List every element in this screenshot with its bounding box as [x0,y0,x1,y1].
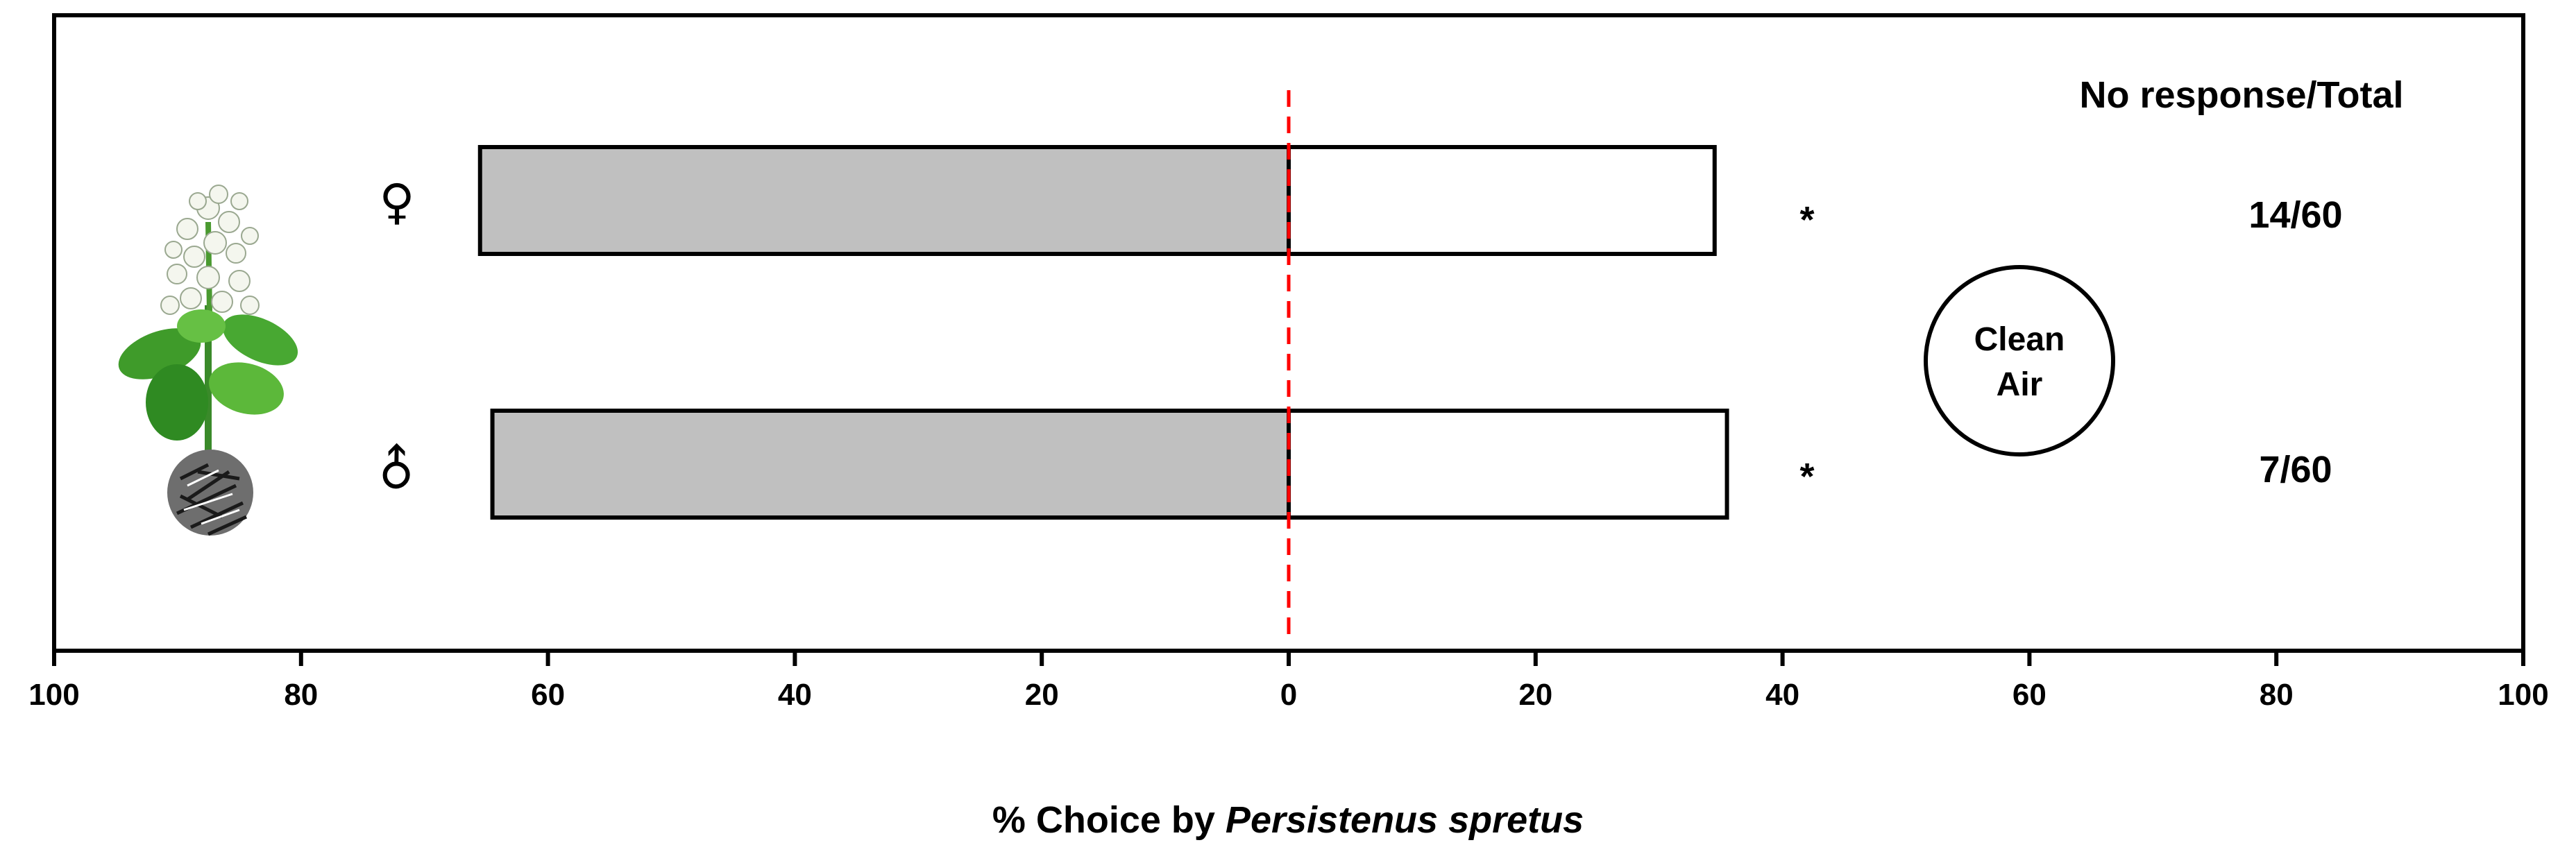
x-tick-label: 80 [284,678,318,712]
x-tick-label: 80 [2260,678,2294,712]
no-response-value: 7/60 [2259,449,2332,490]
x-tick-label: 60 [531,678,565,712]
x-tick-label: 0 [1280,678,1297,712]
x-tick-label: 20 [1025,678,1059,712]
flowering-plant-icon [118,185,298,536]
x-axis-title-prefix: % Choice by [992,799,1226,841]
clean-air-circle [1924,265,2115,456]
x-axis-title: % Choice by Persistenus spretus [992,799,1584,841]
significance-marker: * [1799,456,1814,497]
bar-right [1287,409,1729,520]
bar-left [477,145,1291,256]
x-tick-label: 20 [1518,678,1552,712]
x-tick-label: 40 [1765,678,1799,712]
x-tick-label: 40 [778,678,812,712]
significance-marker: * [1799,199,1814,241]
no-response-header: No response/Total [2079,74,2403,116]
bar-right [1287,145,1717,256]
male-symbol: ♂ [361,434,432,504]
clean-air-label-line1: Clean [1974,321,2065,358]
clean-air-label-line2: Air [1997,366,2043,403]
bar-left [490,409,1291,520]
x-tick-label: 100 [28,678,79,712]
x-axis-title-species: Persistenus spretus [1226,799,1584,841]
x-tick-label: 60 [2012,678,2047,712]
no-response-value: 14/60 [2248,194,2342,236]
x-tick-label: 100 [2498,678,2548,712]
female-symbol: ♀ [379,173,414,230]
